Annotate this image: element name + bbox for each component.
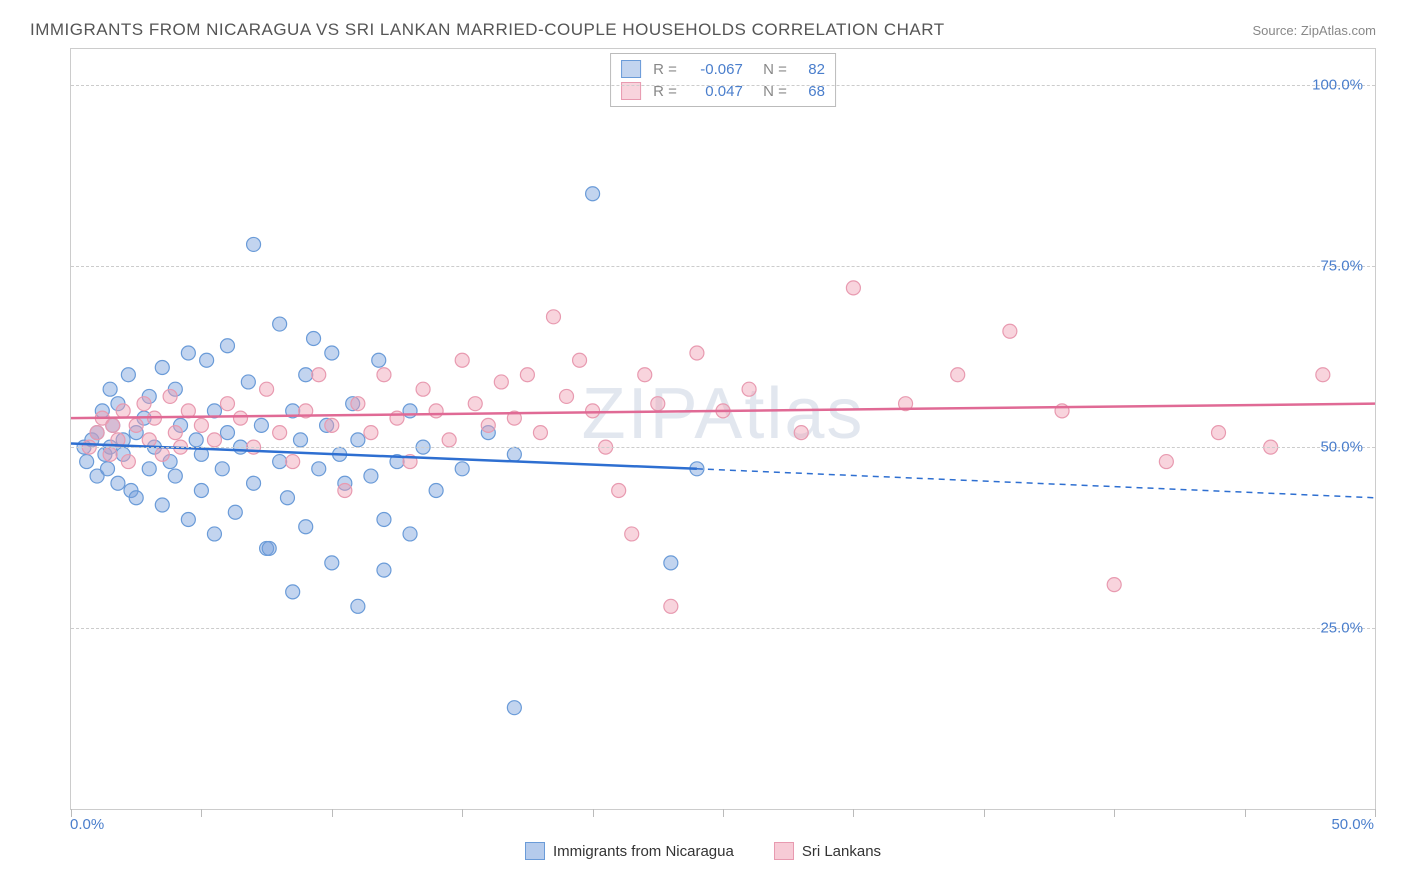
- source-label: Source: ZipAtlas.com: [1252, 23, 1376, 38]
- legend-bottom: Immigrants from Nicaragua Sri Lankans: [20, 842, 1386, 860]
- gridline-h: [71, 85, 1375, 86]
- gridline-h: [71, 266, 1375, 267]
- chart-title: IMMIGRANTS FROM NICARAGUA VS SRI LANKAN …: [30, 20, 945, 40]
- legend-row-series1: R = -0.067 N = 82: [621, 58, 825, 80]
- title-bar: IMMIGRANTS FROM NICARAGUA VS SRI LANKAN …: [20, 20, 1386, 48]
- swatch-series1: [621, 60, 641, 78]
- swatch-series2-bottom: [774, 842, 794, 860]
- chart-container: IMMIGRANTS FROM NICARAGUA VS SRI LANKAN …: [20, 20, 1386, 872]
- legend-item-series2: Sri Lankans: [774, 842, 881, 860]
- gridline-h: [71, 447, 1375, 448]
- stat-r-series1: -0.067: [685, 61, 743, 78]
- ytick-label: 25.0%: [1320, 620, 1363, 637]
- ytick-label: 75.0%: [1320, 258, 1363, 275]
- gridline-h: [71, 628, 1375, 629]
- stat-n-series1: 82: [795, 61, 825, 78]
- xtick-label: 50.0%: [1331, 816, 1374, 833]
- legend-item-series1: Immigrants from Nicaragua: [525, 842, 734, 860]
- legend-label-series1: Immigrants from Nicaragua: [553, 843, 734, 860]
- stat-label-n: N =: [755, 61, 787, 78]
- swatch-series1-bottom: [525, 842, 545, 860]
- plot-area: ZIPAtlas R = -0.067 N = 82 R = 0.047 N =…: [70, 48, 1376, 810]
- legend-row-series2: R = 0.047 N = 68: [621, 80, 825, 102]
- xtick-label: 0.0%: [70, 816, 104, 833]
- ytick-label: 100.0%: [1312, 77, 1363, 94]
- scatter-svg: [71, 49, 1375, 809]
- legend-correlation-box: R = -0.067 N = 82 R = 0.047 N = 68: [610, 53, 836, 107]
- legend-label-series2: Sri Lankans: [802, 843, 881, 860]
- stat-label-r: R =: [653, 61, 677, 78]
- ytick-label: 50.0%: [1320, 439, 1363, 456]
